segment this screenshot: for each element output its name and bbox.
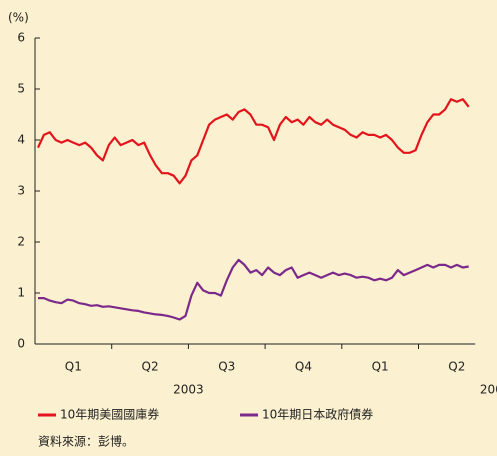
series-line bbox=[37, 98, 470, 185]
x-tick-label: Q2 bbox=[448, 360, 465, 374]
x-tick-label: Q1 bbox=[65, 360, 82, 374]
y-tick-label: 0 bbox=[17, 337, 25, 351]
y-tick-label: 2 bbox=[17, 235, 25, 249]
x-tick-label: Q4 bbox=[295, 360, 312, 374]
legend-label: 10年期美國國庫券 bbox=[60, 407, 159, 422]
x-group-label: 2003 bbox=[173, 383, 204, 397]
y-tick-label: 4 bbox=[17, 133, 25, 147]
y-tick-label: 3 bbox=[17, 184, 25, 198]
x-group-label: 2004 bbox=[480, 383, 497, 397]
y-tick-label: 1 bbox=[17, 286, 25, 300]
x-tick-label: Q1 bbox=[372, 360, 389, 374]
legend-label: 10年期日本政府債券 bbox=[262, 407, 373, 422]
source-note: 資料來源：彭博。 bbox=[38, 434, 134, 449]
y-tick-label: 5 bbox=[17, 82, 25, 96]
y-tick-label: 6 bbox=[17, 31, 25, 45]
series-line bbox=[38, 258, 469, 321]
x-tick-label: Q2 bbox=[142, 360, 159, 374]
x-tick-label: Q3 bbox=[218, 360, 235, 374]
unit-label: (%) bbox=[8, 11, 29, 25]
